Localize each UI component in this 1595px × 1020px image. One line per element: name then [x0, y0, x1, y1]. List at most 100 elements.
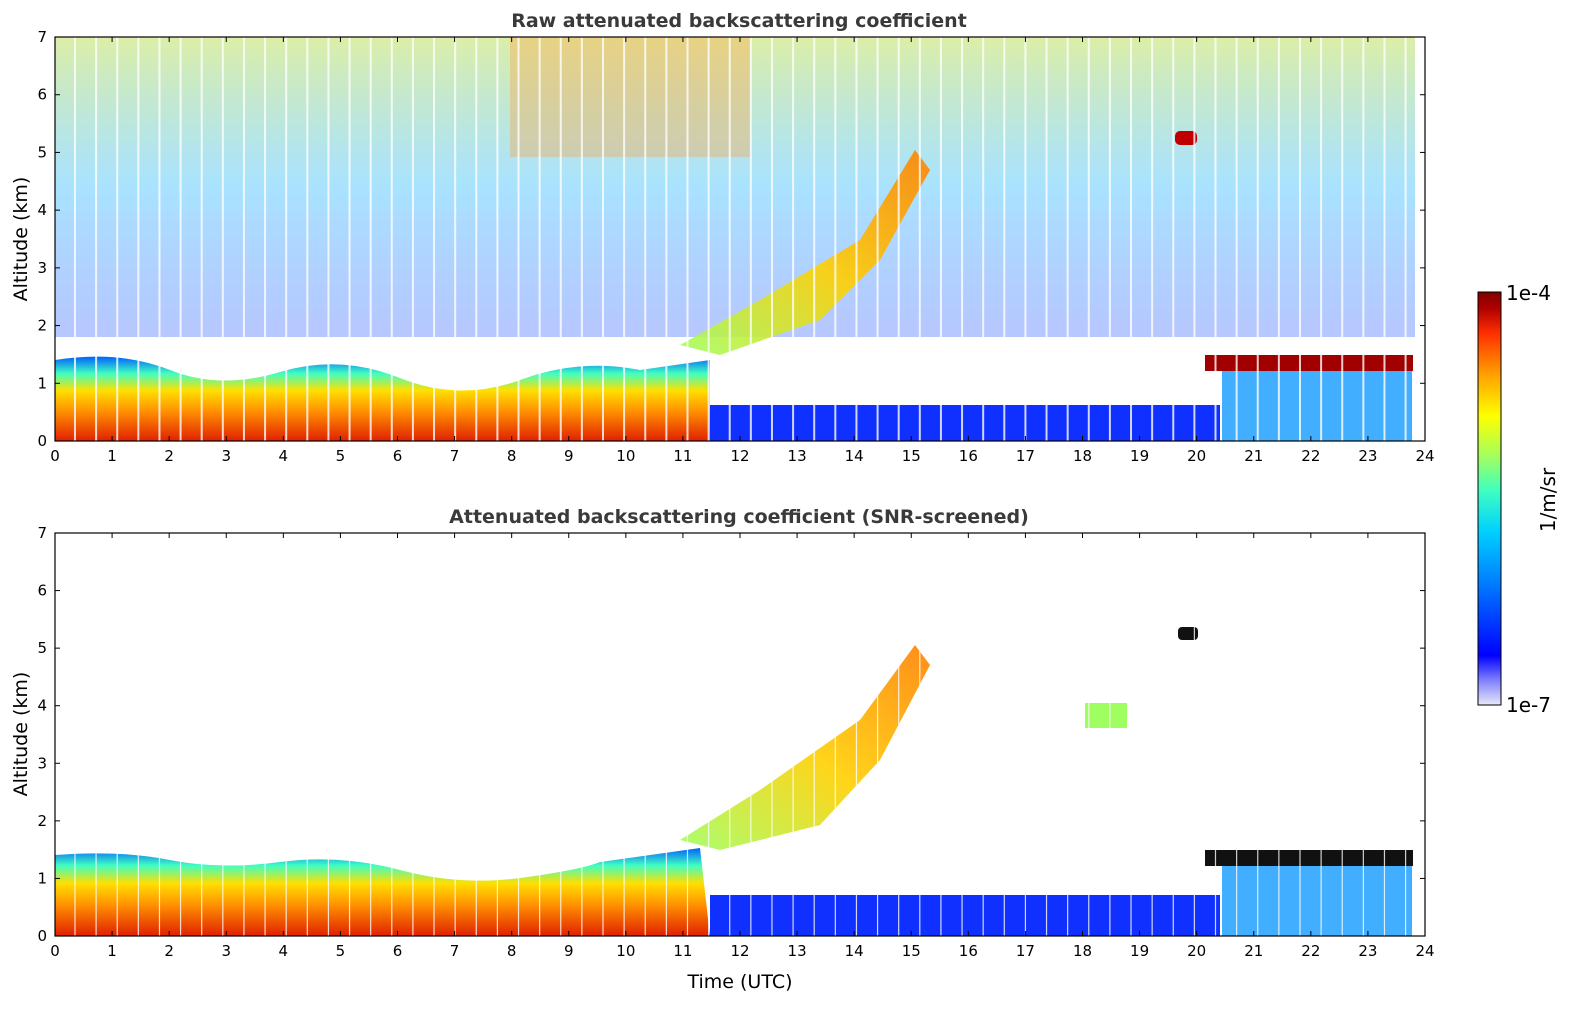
x-tick-label: 13: [788, 447, 807, 465]
x-tick-labels-screened: 0 1 2 3 4 5 6 7 8 9 10 11 12 13 14 15 16 17 18 19 20 21 22 23 24: [50, 533, 1435, 960]
x-tick-label: 11: [673, 447, 692, 465]
x-tick-label: 10: [616, 942, 635, 960]
y-tick-label: 0: [37, 432, 47, 450]
x-tick-label: 12: [730, 942, 749, 960]
boundary-layer-region: [55, 848, 710, 936]
x-tick-label: 23: [1358, 447, 1377, 465]
x-tick-label: 14: [845, 447, 864, 465]
x-tick-labels-raw: 0 1 2 3 4 5 6 7 8 9 10 11 12 13 14 15 16 17 18 19 20 21 22 23 24: [50, 37, 1435, 465]
cloud-deck: [1205, 850, 1413, 866]
data-gaps: [73, 37, 1407, 441]
panel-screened-title: Attenuated backscattering coefficient (S…: [449, 506, 1029, 528]
x-tick-label: 13: [788, 942, 807, 960]
x-tick-label: 16: [959, 942, 978, 960]
x-tick-label: 24: [1415, 942, 1434, 960]
low-layer-blue: [710, 405, 1220, 441]
colorbar-max-label: 1e-4: [1506, 281, 1551, 305]
colorbar-min-label: 1e-7: [1506, 693, 1551, 717]
x-tick-label: 20: [1187, 447, 1206, 465]
cloud-upper: [1178, 627, 1198, 640]
y-tick-label: 6: [37, 86, 47, 104]
panel-raw-title: Raw attenuated backscattering coefficien…: [511, 10, 967, 32]
rising-aerosol-layer: [680, 150, 930, 355]
x-tick-label: 22: [1301, 942, 1320, 960]
x-tick-label: 0: [50, 447, 60, 465]
y-tick-label: 7: [37, 28, 47, 46]
panel-raw: Raw attenuated backscattering coefficien…: [10, 10, 1435, 465]
boundary-layer-region: [55, 356, 710, 441]
y-tick-label: 5: [37, 143, 47, 161]
x-tick-label: 22: [1301, 447, 1320, 465]
x-tick-label: 14: [845, 942, 864, 960]
y-tick-label: 0: [37, 927, 47, 945]
x-tick-label: 4: [279, 447, 289, 465]
x-tick-label: 9: [564, 942, 574, 960]
x-tick-label: 1: [107, 447, 117, 465]
x-tick-label: 0: [50, 942, 60, 960]
x-tick-label: 12: [730, 447, 749, 465]
x-tick-label: 6: [393, 447, 403, 465]
y-tick-label: 2: [37, 317, 47, 335]
y-tick-label: 2: [37, 812, 47, 830]
y-tick-label: 7: [37, 524, 47, 542]
x-tick-label: 5: [336, 447, 346, 465]
x-tick-label: 2: [164, 942, 174, 960]
x-tick-label: 1: [107, 942, 117, 960]
rising-aerosol-layer: [680, 645, 930, 850]
plot-area-raw: 0 1 2 3 4 5 6 7 8 9 10 11 12 13 14 15 16 17 18 19 20 21 22 23 24…: [37, 28, 1434, 465]
y-axis-label-raw: Altitude (km): [10, 177, 32, 302]
x-axis-label: Time (UTC): [686, 971, 792, 993]
cloud-deck-fill: [1222, 866, 1412, 936]
x-tick-label: 21: [1244, 942, 1263, 960]
x-tick-label: 5: [336, 942, 346, 960]
x-tick-label: 7: [450, 942, 460, 960]
y-tick-labels-screened: 0 1 2 3 4 5 6 7: [37, 524, 1425, 945]
x-tick-label: 17: [1016, 942, 1035, 960]
x-tick-label: 18: [1073, 447, 1092, 465]
x-tick-label: 21: [1244, 447, 1263, 465]
upper-noise-region: [55, 37, 1415, 337]
cloud-deck-fill: [1222, 370, 1412, 441]
x-tick-label: 11: [673, 942, 692, 960]
x-tick-label: 6: [393, 942, 403, 960]
warm-noise-patch: [510, 37, 750, 157]
x-tick-label: 9: [564, 447, 574, 465]
x-tick-label: 2: [164, 447, 174, 465]
x-tick-label: 10: [616, 447, 635, 465]
x-tick-label: 7: [450, 447, 460, 465]
x-tick-label: 24: [1415, 447, 1434, 465]
y-tick-label: 3: [37, 754, 47, 772]
y-tick-label: 4: [37, 201, 47, 219]
x-tick-label: 15: [902, 447, 921, 465]
y-tick-labels-raw: 0 1 2 3 4 5 6 7: [37, 28, 1425, 450]
y-axis-label-screened: Altitude (km): [10, 672, 32, 797]
colorbar-unit-label: 1/m/sr: [1536, 467, 1560, 532]
x-tick-label: 16: [959, 447, 978, 465]
aerosol-patch-18: [1085, 703, 1127, 728]
x-tick-label: 20: [1187, 942, 1206, 960]
x-tick-label: 15: [902, 942, 921, 960]
plot-area-screened: 0 1 2 3 4 5 6 7 8 9 10 11 12 13 14 15 16 17 18 19 20 21 22 23 24…: [37, 524, 1434, 960]
x-tick-label: 3: [221, 447, 231, 465]
x-tick-label: 4: [279, 942, 289, 960]
y-tick-label: 3: [37, 259, 47, 277]
y-tick-label: 1: [37, 374, 47, 392]
y-tick-label: 6: [37, 582, 47, 600]
low-layer-blue: [710, 895, 1220, 936]
x-tick-label: 23: [1358, 942, 1377, 960]
x-tick-label: 3: [221, 942, 231, 960]
y-tick-label: 5: [37, 639, 47, 657]
colorbar-gradient: [1477, 291, 1502, 706]
x-tick-label: 8: [507, 942, 517, 960]
x-tick-label: 19: [1130, 942, 1149, 960]
cloud-upper: [1175, 131, 1197, 145]
x-tick-label: 18: [1073, 942, 1092, 960]
y-tick-label: 1: [37, 869, 47, 887]
colorbar: 1e-4 1e-7 1/m/sr: [1477, 281, 1560, 717]
data-gaps: [74, 533, 1407, 936]
x-tick-label: 8: [507, 447, 517, 465]
x-tick-label: 19: [1130, 447, 1149, 465]
x-tick-label: 17: [1016, 447, 1035, 465]
panel-screened: Attenuated backscattering coefficient (S…: [10, 506, 1435, 993]
